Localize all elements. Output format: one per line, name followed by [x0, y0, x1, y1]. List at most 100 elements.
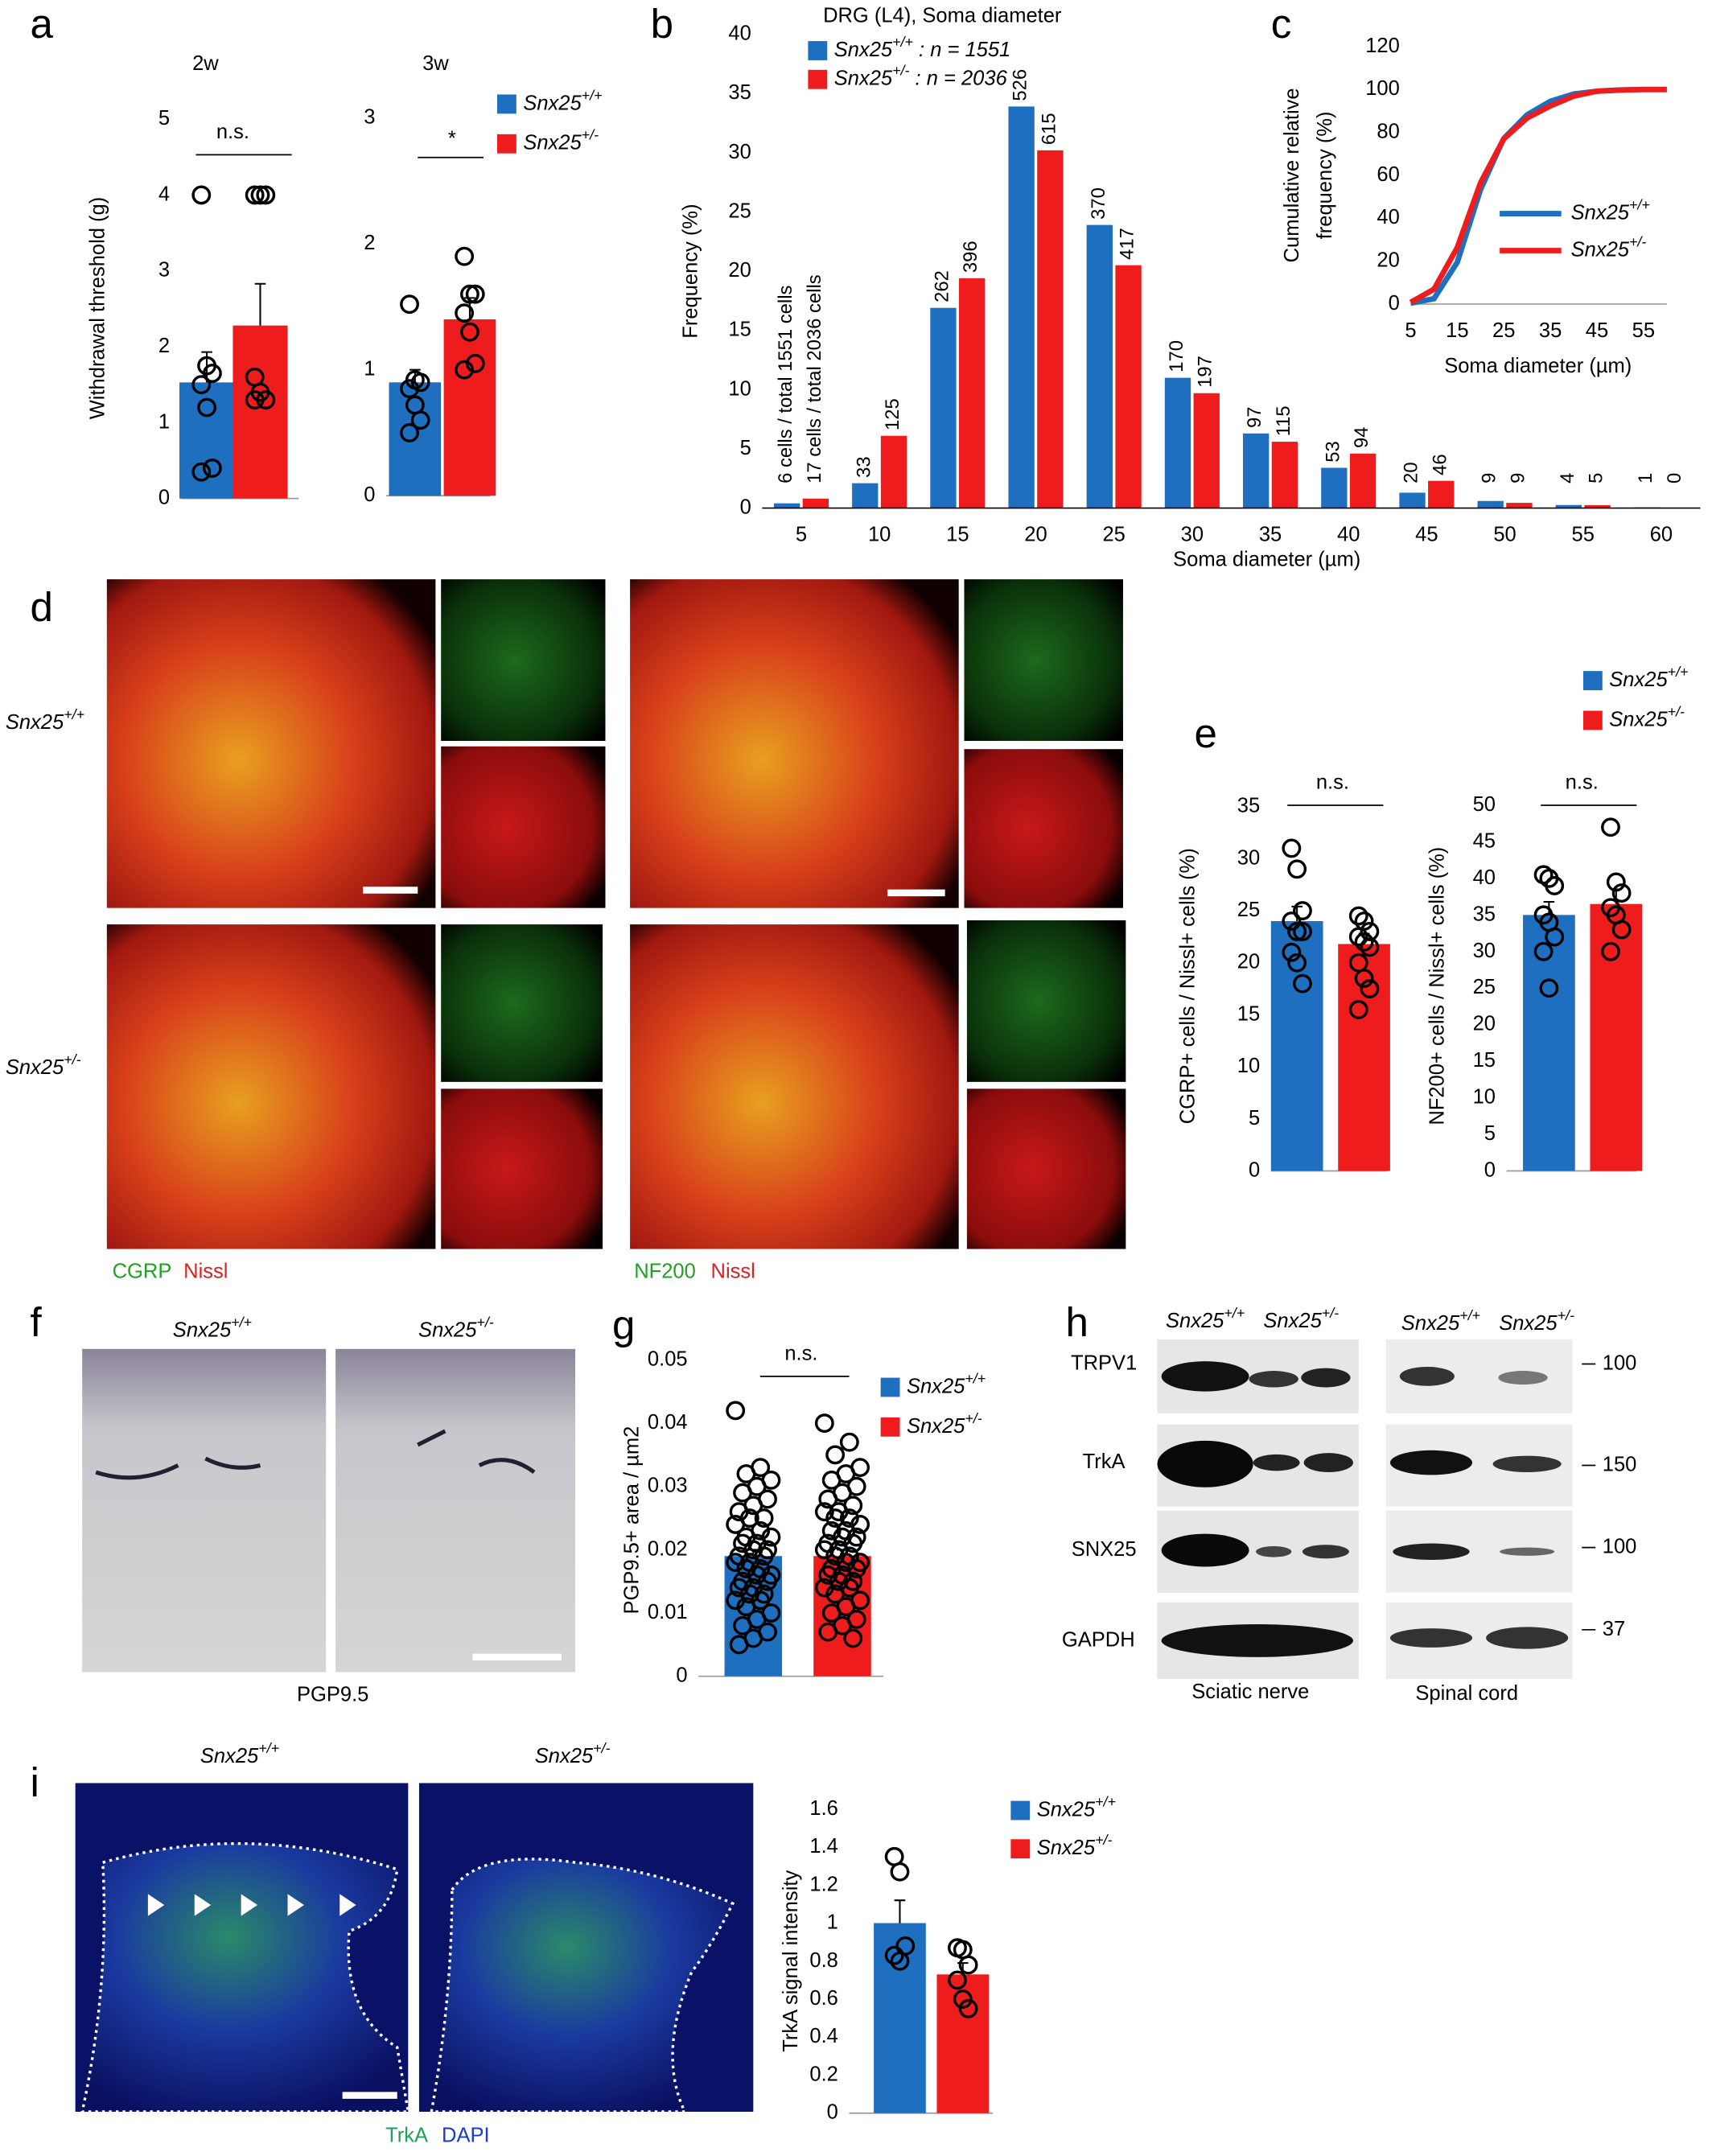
count-label: 197	[1195, 356, 1216, 388]
image	[106, 924, 436, 1249]
data-point	[202, 364, 222, 383]
legend-label: Snx25+/+	[907, 1370, 986, 1397]
significance-label: n.s.	[1566, 771, 1599, 793]
count-label: 417	[1117, 228, 1138, 260]
image	[441, 924, 603, 1082]
legend-label: Snx25+/+	[1571, 196, 1650, 224]
y-axis-label: CGRP+ cells / Nissl+ cells (%)	[1176, 848, 1199, 1124]
x-tick-label: 60	[1650, 523, 1673, 545]
y-tick-label: 40	[728, 22, 751, 44]
band	[1393, 1543, 1470, 1560]
data-point	[455, 303, 475, 323]
line	[1409, 86, 1667, 305]
data-point	[736, 1464, 756, 1483]
y-tick-label: 1	[158, 410, 170, 433]
y-tick-label: 1	[827, 1911, 838, 1933]
x-tick-label: 55	[1572, 523, 1595, 545]
data-point	[821, 1520, 842, 1541]
legend-label: Snx25+/+ : n = 1551	[834, 34, 1011, 61]
column-label: Snx25+/-	[1263, 1304, 1339, 1331]
bar	[1523, 915, 1575, 1171]
panel-letter: i	[30, 1759, 39, 1805]
data-point	[818, 1622, 838, 1642]
count-label: 5	[1586, 473, 1607, 483]
y-tick-label: 5	[1249, 1107, 1260, 1129]
legend-label: Snx25+/+	[1037, 1793, 1116, 1821]
count-label: 94	[1351, 427, 1372, 449]
data-point	[821, 1470, 842, 1490]
data-point	[1360, 937, 1380, 957]
marker-label: 150	[1603, 1453, 1637, 1475]
y-tick-label: 15	[1237, 1002, 1260, 1025]
y-tick-label: 5	[158, 107, 170, 130]
data-point	[245, 390, 265, 409]
count-label: 4	[1557, 473, 1578, 483]
band	[1161, 1361, 1249, 1392]
bar	[1399, 492, 1426, 508]
data-point	[202, 459, 222, 478]
bar	[773, 503, 800, 508]
y-tick-label: 0	[1249, 1158, 1260, 1181]
data-point	[890, 1951, 910, 1971]
y-tick-label: 3	[364, 105, 375, 128]
marker-label: 100	[1603, 1352, 1637, 1374]
marker-label: 100	[1603, 1535, 1637, 1557]
bar	[1321, 467, 1348, 508]
data-point	[814, 1578, 834, 1598]
data-point	[455, 246, 475, 266]
x-tick-label: 30	[1181, 523, 1204, 545]
bar	[1584, 504, 1611, 508]
y-tick-label: 0.6	[809, 1987, 837, 2010]
stain-label: CGRP	[113, 1260, 172, 1282]
row-label: TrkA	[1083, 1450, 1126, 1473]
y-tick-label: 4	[158, 183, 170, 205]
data-point	[825, 1508, 846, 1528]
data-point	[736, 1559, 756, 1578]
panel-letter: g	[612, 1302, 635, 1348]
data-point	[1539, 978, 1559, 998]
data-point	[843, 1628, 863, 1648]
image	[106, 579, 436, 908]
western-blot	[1157, 1339, 1596, 1680]
y-tick-label: 1	[364, 357, 375, 380]
y-tick-label: 0.8	[809, 1949, 837, 1972]
count-label: 0	[1664, 473, 1685, 483]
count-label: 20	[1401, 462, 1422, 483]
y-tick-label: 2	[158, 335, 170, 357]
bar	[443, 319, 496, 496]
data-point	[1354, 969, 1374, 989]
bar	[1164, 377, 1191, 508]
fiber	[95, 1429, 536, 1480]
band	[1399, 1366, 1455, 1386]
data-point	[455, 360, 475, 380]
data-point	[191, 185, 212, 205]
data-point	[825, 1546, 846, 1566]
data-point	[460, 322, 479, 342]
y-axis-label: NF200+ cells / Nissl+ cells (%)	[1426, 847, 1448, 1125]
bar	[1242, 433, 1270, 508]
x-tick-label: 25	[1102, 523, 1125, 545]
stain-label: Nissl	[183, 1260, 228, 1282]
data-point	[825, 1445, 846, 1465]
legend-label: Snx25+/+	[1609, 664, 1688, 691]
row-label: Snx25+/-	[6, 1051, 81, 1079]
data-point	[818, 1565, 838, 1585]
x-tick-label: 45	[1586, 319, 1608, 342]
y-tick-label: 120	[1365, 35, 1400, 57]
column-label: Snx25+/+	[173, 1314, 252, 1341]
image	[964, 579, 1123, 741]
data-point	[754, 1508, 774, 1528]
data-point	[948, 1970, 967, 1990]
y-tick-label: 10	[1473, 1085, 1496, 1108]
data-point	[1354, 932, 1374, 952]
x-tick-label: 40	[1337, 523, 1360, 545]
stain-label: NF200	[634, 1260, 696, 1282]
legend-label: Snx25+/+	[523, 87, 602, 114]
bar	[1086, 224, 1113, 508]
data-point	[191, 375, 212, 395]
y-axis-label: Cumulative relative	[1281, 88, 1303, 262]
x-tick-label: 5	[1405, 319, 1416, 342]
data-point	[191, 462, 212, 482]
chart-title: 3w	[422, 52, 449, 75]
